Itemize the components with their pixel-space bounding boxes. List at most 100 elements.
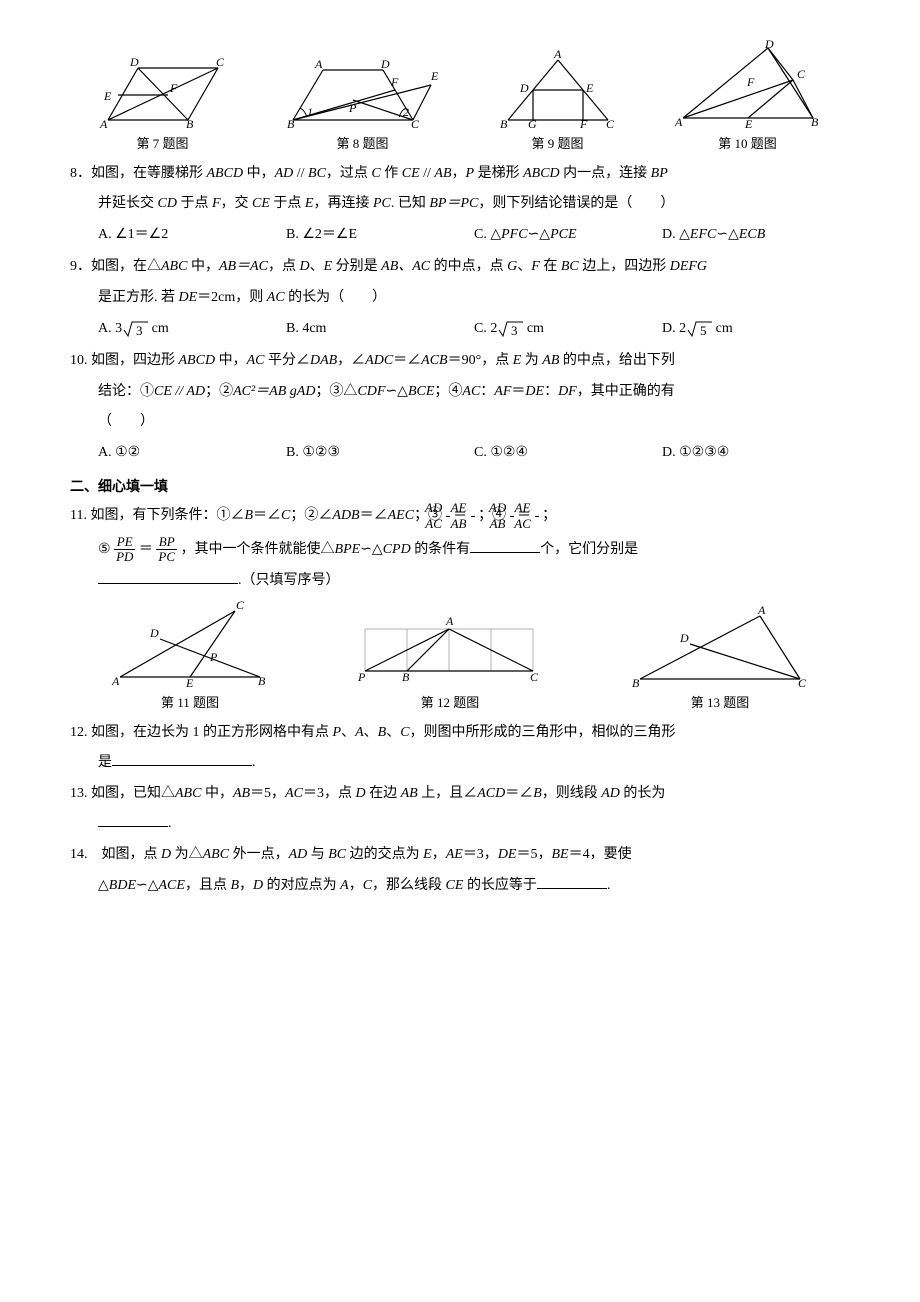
q9-choice-b: B. 4cm bbox=[286, 316, 474, 343]
figure-13-svg: BCAD bbox=[630, 604, 810, 689]
blank-input[interactable] bbox=[98, 812, 168, 827]
q14-b4: ， bbox=[239, 878, 253, 893]
q8-c: C bbox=[371, 166, 380, 181]
q14-ae: AE bbox=[446, 847, 463, 862]
svg-text:E: E bbox=[430, 69, 439, 83]
q14-a: A bbox=[340, 878, 349, 893]
q9-t7: 在 bbox=[540, 259, 561, 274]
q9c-suf: cm bbox=[523, 321, 544, 336]
q8-choice-c: C. △PFC∽△PCE bbox=[474, 222, 662, 249]
q14-t7: ＝3， bbox=[463, 847, 498, 862]
q8-abcd: ABCD bbox=[207, 166, 244, 181]
frac-num: AD bbox=[510, 501, 514, 516]
svg-text:F: F bbox=[579, 117, 588, 130]
q11-eq3: ＝ bbox=[139, 542, 153, 557]
q13-dot: . bbox=[168, 816, 172, 831]
q10-ab: AB bbox=[542, 353, 559, 368]
q10-c4c: DE bbox=[525, 384, 544, 399]
q9a-pre: A. 3 bbox=[98, 321, 122, 336]
q14-t9: ＝4，要使 bbox=[569, 847, 632, 862]
q14-b2: ∽△ bbox=[136, 878, 159, 893]
q10-choice-d: D. ①②③④ bbox=[662, 440, 850, 467]
q10-abcd: ABCD bbox=[179, 353, 216, 368]
q10-c1: CE // AD bbox=[154, 384, 205, 399]
fraction: BPPC bbox=[156, 535, 177, 565]
svg-text:D: D bbox=[519, 81, 529, 95]
q12-c1: 、 bbox=[341, 725, 355, 740]
q9-t1: 9．如图，在△ bbox=[70, 259, 161, 274]
svg-text:C: C bbox=[798, 676, 807, 689]
q12-t3: ，则图中所形成的三角形中，相似的三角形 bbox=[410, 725, 676, 740]
question-8-body: 并延长交 CD 于点 F，交 CE 于点 E，再连接 PC. 已知 BP＝PC，… bbox=[70, 191, 850, 218]
q10-ac: AC bbox=[247, 353, 265, 368]
q9-g: G bbox=[507, 259, 517, 274]
q10-choice-c: C. ①②④ bbox=[474, 440, 662, 467]
question-10-paren: （ ） bbox=[70, 409, 850, 436]
q10-b7: ＝ bbox=[511, 384, 525, 399]
q11-b2: ，其中一个条件就能使△ bbox=[181, 542, 335, 557]
q8-bc: BC bbox=[308, 166, 326, 181]
figure-7-caption: 第 7 题图 bbox=[98, 132, 228, 157]
q13-d: D bbox=[355, 786, 365, 801]
sqrt-icon: 3 bbox=[122, 318, 148, 338]
q9-t2: 中， bbox=[187, 259, 219, 274]
q9-de: DE bbox=[179, 290, 198, 305]
q8-ce: CE bbox=[402, 166, 420, 181]
q9-t5: 分别是 bbox=[332, 259, 381, 274]
q14-bc: BC bbox=[328, 847, 346, 862]
q9a-suf: cm bbox=[148, 321, 169, 336]
q11-b6: .（只填写序号） bbox=[238, 573, 340, 588]
q10-acb: ACB bbox=[421, 353, 447, 368]
q9-com: 、 bbox=[517, 259, 531, 274]
q10-b1: 结论：① bbox=[98, 384, 154, 399]
figure-10-caption: 第 10 题图 bbox=[673, 132, 823, 157]
svg-text:1: 1 bbox=[307, 105, 313, 119]
q9-t8: 边上，四边形 bbox=[579, 259, 670, 274]
q8-par2: // bbox=[420, 166, 435, 181]
q8-t6: 是梯形 bbox=[474, 166, 523, 181]
frac-den: AC bbox=[535, 517, 539, 531]
blank-input[interactable] bbox=[98, 569, 238, 584]
q14-ace: ACE bbox=[159, 878, 185, 893]
figure-12: PBAC 第 12 题图 bbox=[350, 609, 550, 716]
figure-row-2: ABEDPC 第 11 题图 PBAC 第 12 题图 BCAD 第 13 题图 bbox=[70, 599, 850, 716]
q13-t6: 上，且∠ bbox=[418, 786, 478, 801]
question-10-choices: A. ①② B. ①②③ C. ①②④ D. ①②③④ bbox=[70, 440, 850, 467]
svg-text:F: F bbox=[169, 81, 178, 95]
blank-input[interactable] bbox=[112, 751, 252, 766]
q14-c: C bbox=[363, 878, 372, 893]
question-11-body: ⑤ PEPD ＝ BPPC ，其中一个条件就能使△BPE∽△CPD 的条件有个，… bbox=[70, 535, 850, 565]
fraction: ADAC bbox=[446, 501, 450, 531]
svg-text:C: C bbox=[236, 599, 245, 612]
question-10-body: 结论：①CE // AD；②AC²＝AB gAD；③△CDF∽△BCE；④AC：… bbox=[70, 379, 850, 406]
question-12-body: 是. bbox=[70, 750, 850, 777]
q14-ce: CE bbox=[446, 878, 464, 893]
q9-abeq: AB＝AC bbox=[219, 259, 268, 274]
svg-text:D: D bbox=[679, 631, 689, 645]
svg-text:P: P bbox=[357, 670, 366, 684]
q11-t2: ＝∠ bbox=[253, 508, 281, 523]
figure-8-svg: BCADEPF12 bbox=[283, 50, 443, 130]
q14-b7: ，那么线段 bbox=[372, 878, 446, 893]
q9d-suf: cm bbox=[712, 321, 733, 336]
q8-abcd2: ABCD bbox=[523, 166, 560, 181]
svg-text:A: A bbox=[757, 604, 766, 617]
q9-b2: ＝2cm，则 bbox=[197, 290, 267, 305]
blank-input[interactable] bbox=[537, 874, 607, 889]
question-12: 12. 如图，在边长为 1 的正方形网格中有点 P、A、B、C，则图中所形成的三… bbox=[70, 720, 850, 747]
q8d-t1: EFC bbox=[690, 227, 716, 242]
q14-d: D bbox=[161, 847, 171, 862]
q8c-sim: ∽△ bbox=[528, 227, 551, 242]
figure-9: ABCDEGF 第 9 题图 bbox=[498, 50, 618, 157]
q14-b3: ，且点 bbox=[185, 878, 231, 893]
q10-c3b: BCE bbox=[408, 384, 434, 399]
svg-text:B: B bbox=[258, 674, 266, 688]
svg-text:D: D bbox=[149, 626, 159, 640]
q8-ab: AB bbox=[434, 166, 451, 181]
figure-8-caption: 第 8 题图 bbox=[283, 132, 443, 157]
q13-t5: 在边 bbox=[366, 786, 401, 801]
figure-12-svg: PBAC bbox=[350, 609, 550, 689]
q13-t3: ＝5， bbox=[250, 786, 285, 801]
q14-dot: . bbox=[607, 878, 611, 893]
blank-input[interactable] bbox=[470, 538, 540, 553]
